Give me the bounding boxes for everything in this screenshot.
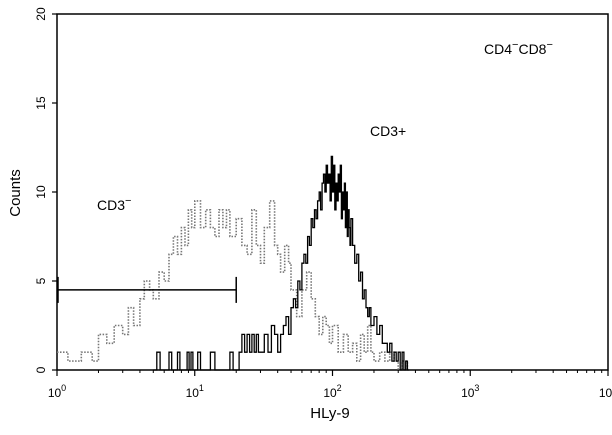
x-axis-ticks: 100 101 102 103 104 xyxy=(48,370,612,400)
x-tick-label: 100 xyxy=(48,383,66,400)
annotation-panel: CD4−CD8− xyxy=(484,39,553,57)
y-axis-ticks: 0 5 10 15 20 xyxy=(34,7,57,373)
series-layer xyxy=(57,155,410,371)
gate-layer xyxy=(57,276,237,303)
x-tick-label: 103 xyxy=(461,383,479,400)
series-line-1 xyxy=(153,155,410,371)
y-tick-label: 10 xyxy=(34,185,48,199)
x-tick-label: 102 xyxy=(323,383,341,400)
y-tick-label: 15 xyxy=(34,96,48,110)
y-tick-label: 0 xyxy=(34,366,48,373)
x-tick-label: 101 xyxy=(186,383,204,400)
x-tick-label: 104 xyxy=(599,383,612,400)
x-axis-label: HLy-9 xyxy=(310,405,349,422)
y-axis-label: Counts xyxy=(7,169,24,217)
annotation-cd3-neg: CD3− xyxy=(97,195,131,213)
y-tick-label: 5 xyxy=(34,277,48,284)
series-line-0 xyxy=(57,200,409,371)
y-tick-label: 20 xyxy=(34,7,48,21)
annotation-cd3-pos: CD3+ xyxy=(370,123,406,139)
